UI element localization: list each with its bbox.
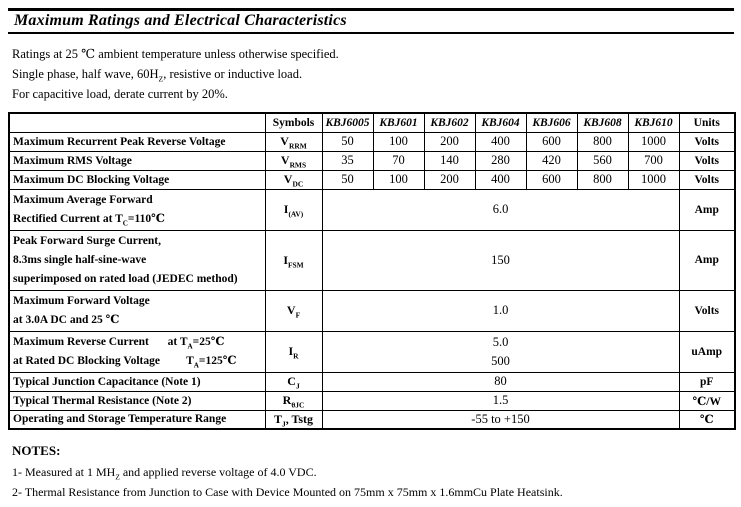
merged-value-cell: 150 [321,229,680,291]
value-cell: 35 [321,150,374,171]
value-cell: 420 [525,150,578,171]
value-cell: 280 [474,150,527,171]
value-cell: 600 [525,131,578,152]
note-1: 1- Measured at 1 MHZ and applied reverse… [12,465,317,482]
units-header: Units [678,112,736,133]
value-cell: 560 [576,150,629,171]
table-row-cj: Typical Junction Capacitance (Note 1) CJ… [8,371,736,392]
param-cell: Maximum Forward Voltage at 3.0A DC and 2… [8,289,266,332]
value-cell: 1000 [627,131,680,152]
table-row-vrrm: Maximum Recurrent Peak Reverse Voltage V… [8,131,736,152]
model-header-kbj602: KBJ602 [423,112,476,133]
param-cell: Maximum Average Forward Rectified Curren… [8,188,266,231]
symbol-cell: VRMS [264,150,323,171]
table-row-vrms: Maximum RMS Voltage VRMS 35 70 140 280 4… [8,150,736,171]
intro-text: Ratings at 25 ℃ ambient temperature unle… [12,46,734,102]
value-cell: 700 [627,150,680,171]
param-cell: Peak Forward Surge Current, 8.3ms single… [8,229,266,291]
mhz-subscript: Z [115,472,120,482]
value-cell: 400 [474,131,527,152]
value-cell: 600 [525,169,578,190]
model-header-kbj610: KBJ610 [627,112,680,133]
param-cell: Maximum DC Blocking Voltage [8,169,266,190]
merged-value-cell: 80 [321,371,680,392]
value-cell: 800 [576,169,629,190]
value-cell: 70 [372,150,425,171]
value-cell: 100 [372,169,425,190]
param-cell: Typical Thermal Resistance (Note 2) [8,390,266,411]
value-cell: 200 [423,131,476,152]
value-cell: 50 [321,131,374,152]
symbol-cell: IFSM [264,229,323,291]
symbol-cell: VF [264,289,323,332]
value-cell: 1000 [627,169,680,190]
symbol-cell: IR [264,330,323,373]
table-row-ir: Maximum Reverse Current at TA=25℃ at Rate… [8,330,736,373]
table-row-vdc: Maximum DC Blocking Voltage VDC 50 100 2… [8,169,736,190]
note-2: 2- Thermal Resistance from Junction to C… [12,485,563,499]
value-cell: 200 [423,169,476,190]
notes-heading: NOTES: [12,443,61,458]
param-cell: Operating and Storage Temperature Range [8,409,266,430]
top-rule [8,8,734,11]
model-header-kbj606: KBJ606 [525,112,578,133]
unit-cell: Volts [678,289,736,332]
unit-cell: Volts [678,131,736,152]
param-cell: Maximum Recurrent Peak Reverse Voltage [8,131,266,152]
merged-value-cell: 5.0 500 [321,330,680,373]
value-cell: 100 [372,131,425,152]
unit-cell: uAmp [678,330,736,373]
hz-subscript: Z [158,74,164,84]
unit-cell: ℃/W [678,390,736,411]
model-header-kbj601: KBJ601 [372,112,425,133]
symbol-cell: TJ, Tstg [264,409,323,430]
unit-cell: ℃ [678,409,736,430]
value-cell: 800 [576,131,629,152]
table-row-ifsm: Peak Forward Surge Current, 8.3ms single… [8,229,736,291]
unit-cell: Volts [678,169,736,190]
symbol-cell: CJ [264,371,323,392]
table-row-vf: Maximum Forward Voltage at 3.0A DC and 2… [8,289,736,332]
model-header-kbj608: KBJ608 [576,112,629,133]
param-header-cell [8,112,266,133]
unit-cell: Amp [678,188,736,231]
param-cell: Maximum RMS Voltage [8,150,266,171]
merged-value-cell: 6.0 [321,188,680,231]
merged-value-cell: 1.5 [321,390,680,411]
value-cell: 50 [321,169,374,190]
merged-value-cell: -55 to +150 [321,409,680,430]
symbol-cell: I(AV) [264,188,323,231]
intro-line-1: Ratings at 25 ℃ ambient temperature unle… [12,47,339,61]
ratings-table: Symbols KBJ6005 KBJ601 KBJ602 KBJ604 KBJ… [8,112,736,430]
symbol-cell: VRRM [264,131,323,152]
value-cell: 140 [423,150,476,171]
table-row-tj-tstg: Operating and Storage Temperature Range … [8,409,736,430]
notes-section: NOTES: 1- Measured at 1 MHZ and applied … [12,443,734,500]
merged-value-cell: 1.0 [321,289,680,332]
symbol-cell: VDC [264,169,323,190]
value-cell: 400 [474,169,527,190]
intro-line-2: Single phase, half wave, 60HZ, resistive… [12,67,303,84]
unit-cell: Volts [678,150,736,171]
symbols-header: Symbols [264,112,323,133]
model-header-kbj604: KBJ604 [474,112,527,133]
table-row-rthjc: Typical Thermal Resistance (Note 2) RθJC… [8,390,736,411]
page-title: Maximum Ratings and Electrical Character… [14,12,347,29]
title-underline [8,32,734,34]
param-cell: Maximum Reverse Current at TA=25℃ at Rate… [8,330,266,373]
param-cell: Typical Junction Capacitance (Note 1) [8,371,266,392]
model-header-kbj6005: KBJ6005 [321,112,374,133]
unit-cell: pF [678,371,736,392]
intro-line-3: For capacitive load, derate current by 2… [12,87,228,101]
header-row: Symbols KBJ6005 KBJ601 KBJ602 KBJ604 KBJ… [8,112,736,133]
table-row-iav: Maximum Average Forward Rectified Curren… [8,188,736,231]
symbol-cell: RθJC [264,390,323,411]
unit-cell: Amp [678,229,736,291]
